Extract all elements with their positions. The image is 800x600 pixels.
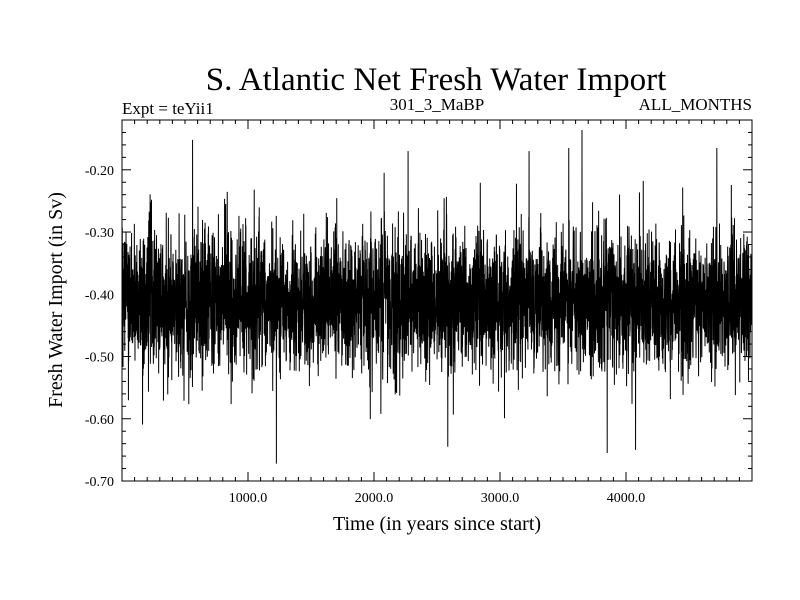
experiment-label: Expt = teYii1 bbox=[122, 99, 214, 118]
series-layer bbox=[121, 129, 753, 464]
y-tick-label: -0.40 bbox=[85, 288, 114, 303]
y-tick-label: -0.50 bbox=[85, 351, 114, 366]
y-tick-label: -0.60 bbox=[85, 413, 114, 428]
x-tick-label: 4000.0 bbox=[607, 491, 646, 506]
x-tick-label: 3000.0 bbox=[481, 491, 520, 506]
x-axis-label: Time (in years since start) bbox=[333, 513, 541, 535]
months-label: ALL_MONTHS bbox=[639, 95, 752, 114]
x-tick-label: 1000.0 bbox=[229, 491, 268, 506]
chart-title: S. Atlantic Net Fresh Water Import bbox=[206, 62, 667, 98]
x-tick-label: 2000.0 bbox=[355, 491, 394, 506]
series-line bbox=[121, 129, 753, 464]
y-tick-label: -0.30 bbox=[85, 226, 114, 241]
y-tick-label: -0.70 bbox=[85, 475, 114, 490]
y-axis-label: Fresh Water Import (in Sv) bbox=[45, 192, 67, 408]
run-label: 301_3_MaBP bbox=[390, 95, 484, 114]
y-axis: -0.20 -0.30 -0.40 -0.50 -0.60 -0.70 bbox=[85, 119, 752, 490]
y-tick-label: -0.20 bbox=[85, 164, 114, 179]
x-axis: 1000.0 2000.0 3000.0 4000.0 bbox=[134, 120, 740, 506]
